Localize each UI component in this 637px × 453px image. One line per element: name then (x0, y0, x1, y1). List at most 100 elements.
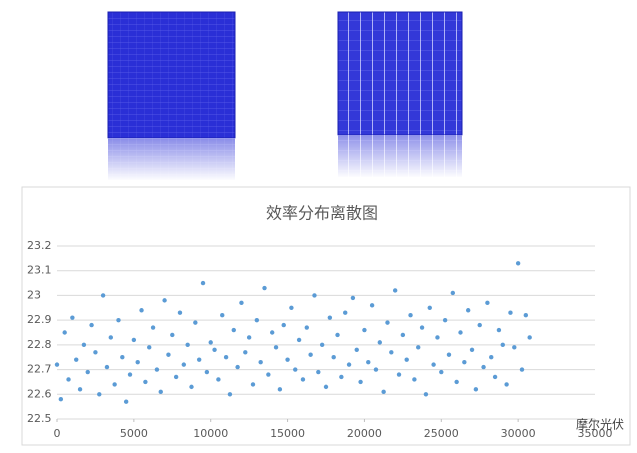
data-point (120, 355, 125, 360)
data-point (127, 372, 133, 377)
data-point (366, 359, 371, 365)
data-point (293, 367, 298, 372)
data-point (258, 359, 263, 365)
data-point (112, 382, 117, 387)
data-point (246, 335, 252, 340)
chart-frame (21, 186, 631, 446)
y-tick-label: 23 (27, 288, 41, 301)
plot-area: 22.5 22.6 22.7 22.8 22.9 23 23.1 23.2 0 5000 10000… (27, 239, 613, 440)
data-point (473, 387, 479, 392)
data-point (185, 342, 190, 348)
x-tick-label: 30000 (501, 427, 536, 440)
y-tick-label: 22.6 (27, 387, 52, 400)
data-point (312, 293, 317, 298)
data-point (266, 372, 271, 377)
data-point (412, 377, 417, 382)
data-point (177, 310, 183, 315)
data-point (369, 303, 375, 308)
data-point (143, 379, 148, 385)
data-point (431, 362, 436, 367)
data-point (519, 367, 525, 372)
data-point (250, 382, 256, 387)
data-point (423, 392, 429, 397)
data-point (439, 369, 444, 375)
data-point (62, 330, 67, 335)
data-point (419, 325, 425, 330)
data-point (354, 347, 359, 352)
data-point (239, 300, 244, 306)
data-point (304, 325, 309, 330)
y-tick-label: 23.1 (27, 264, 52, 277)
data-point (97, 392, 102, 397)
data-point (173, 374, 179, 380)
data-point (435, 335, 440, 340)
data-point (212, 347, 217, 352)
data-point (193, 320, 198, 325)
data-point (54, 362, 60, 367)
data-point (108, 335, 114, 340)
watermark: 摩尔光伏 (576, 417, 624, 432)
data-point (285, 357, 290, 362)
data-point (150, 325, 156, 330)
data-point (135, 359, 140, 365)
data-point (196, 357, 202, 362)
chart-title: 效率分布离散图 (266, 204, 378, 223)
data-point (77, 387, 83, 392)
data-point (500, 342, 505, 348)
data-point (416, 345, 421, 350)
data-point (385, 320, 390, 325)
data-point (331, 355, 336, 360)
data-point (200, 280, 206, 286)
data-point (181, 362, 187, 367)
data-point (277, 387, 283, 392)
x-tick-label: 20000 (347, 427, 382, 440)
data-point (85, 369, 90, 375)
data-point (381, 389, 386, 395)
data-point (489, 355, 494, 360)
data-point (227, 392, 233, 397)
data-point (158, 389, 163, 395)
data-point (339, 374, 344, 380)
y-tick-label: 22.8 (27, 338, 52, 351)
data-point (450, 290, 456, 296)
data-point (346, 362, 352, 367)
data-point (166, 352, 171, 357)
y-tick-label: 22.5 (27, 412, 52, 425)
data-point (296, 337, 302, 343)
data-point (504, 382, 509, 387)
data-point (139, 308, 144, 313)
data-point (408, 313, 413, 318)
data-point (70, 315, 75, 320)
data-point (442, 317, 448, 323)
data-point (465, 308, 471, 313)
data-point (323, 384, 329, 390)
data-point (373, 367, 379, 372)
data-point (66, 377, 71, 382)
y-tick-label: 22.7 (27, 363, 52, 376)
data-point (496, 327, 502, 333)
data-point (527, 335, 532, 340)
data-point (400, 332, 406, 338)
data-point (485, 300, 490, 306)
x-tick-label: 10000 (193, 427, 228, 440)
y-tick-label: 22.9 (27, 313, 52, 326)
y-tick-label: 23.2 (27, 239, 52, 252)
data-point (389, 350, 394, 355)
data-point (289, 305, 294, 310)
data-point (116, 317, 121, 323)
data-point (204, 369, 210, 375)
data-point (458, 330, 463, 335)
data-point (492, 374, 498, 380)
data-point (189, 384, 194, 390)
data-point (216, 377, 221, 382)
data-point (343, 310, 348, 315)
data-point (515, 261, 521, 266)
x-tick-label: 25000 (424, 427, 459, 440)
data-point (308, 352, 313, 357)
data-point (123, 399, 129, 404)
data-point (454, 379, 459, 385)
data-point (427, 305, 432, 310)
data-point (396, 372, 402, 377)
data-point (81, 342, 87, 348)
